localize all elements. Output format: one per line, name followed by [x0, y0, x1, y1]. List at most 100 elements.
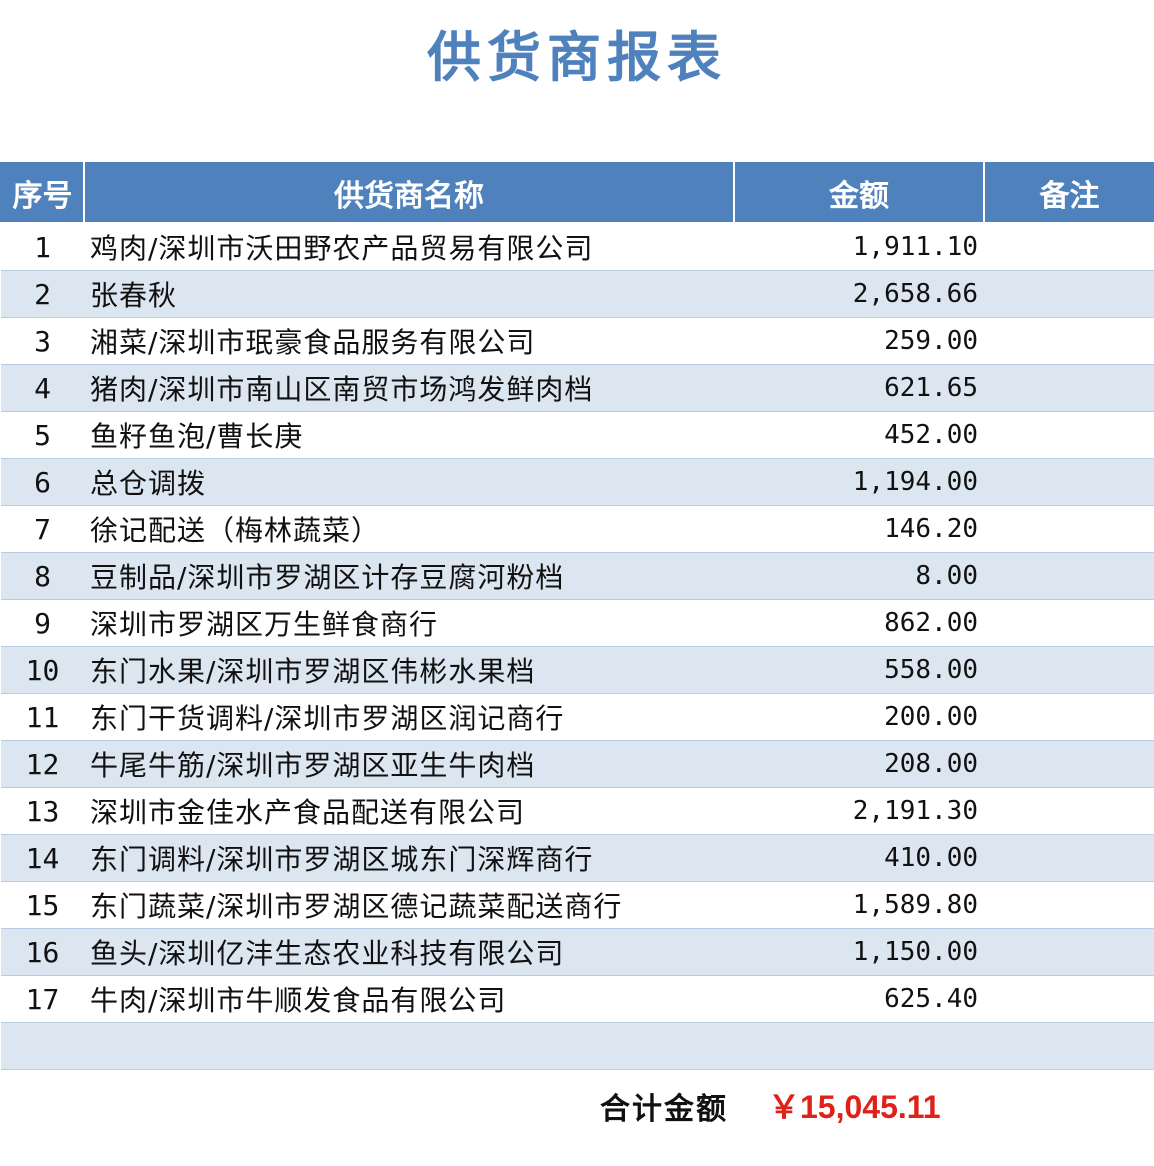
row-supplier-name: 东门蔬菜/深圳市罗湖区德记蔬菜配送商行 [84, 881, 734, 929]
row-index: 14 [1, 834, 84, 882]
table-row: 4 猪肉/深圳市南山区南贸市场鸿发鲜肉档 621.65 [1, 364, 1154, 412]
row-note [984, 317, 1154, 365]
header-supplier-name: 供货商名称 [83, 162, 735, 224]
table-row: 2 张春秋 2,658.66 [1, 270, 1154, 318]
table-row: 10 东门水果/深圳市罗湖区伟彬水果档 558.00 [1, 646, 1154, 694]
row-index: 8 [1, 552, 84, 600]
table-body: 1 鸡肉/深圳市沃田野农产品贸易有限公司 1,911.10 2 张春秋 2,658.66 3… [1, 222, 1154, 1070]
row-supplier-name: 深圳市罗湖区万生鲜食商行 [84, 599, 734, 647]
row-supplier-name: 鸡肉/深圳市沃田野农产品贸易有限公司 [84, 222, 734, 271]
row-supplier-name: 张春秋 [84, 270, 734, 318]
row-note [984, 505, 1154, 553]
row-supplier-name: 豆制品/深圳市罗湖区计存豆腐河粉档 [84, 552, 734, 600]
row-amount: 200.00 [734, 693, 984, 741]
row-supplier-name: 东门干货调料/深圳市罗湖区润记商行 [84, 693, 734, 741]
row-amount: 1,911.10 [734, 222, 984, 271]
row-supplier-name: 鱼头/深圳亿沣生态农业科技有限公司 [84, 928, 734, 976]
table-row: 15 东门蔬菜/深圳市罗湖区德记蔬菜配送商行 1,589.80 [1, 881, 1154, 929]
row-index: 4 [1, 364, 84, 412]
row-index: 2 [1, 270, 84, 318]
table-row: 13 深圳市金佳水产食品配送有限公司 2,191.30 [1, 787, 1154, 835]
row-note [984, 975, 1154, 1023]
table-row: 6 总仓调拨 1,194.00 [1, 458, 1154, 506]
row-index: 17 [1, 975, 84, 1023]
row-index: 11 [1, 693, 84, 741]
row-index: 12 [1, 740, 84, 788]
row-supplier-name: 深圳市金佳水产食品配送有限公司 [84, 787, 734, 835]
table-row: 14 东门调料/深圳市罗湖区城东门深辉商行 410.00 [1, 834, 1154, 882]
row-supplier-name: 徐记配送（梅林蔬菜） [84, 505, 734, 553]
row-note [984, 928, 1154, 976]
row-supplier-name: 猪肉/深圳市南山区南贸市场鸿发鲜肉档 [84, 364, 734, 412]
row-supplier-name: 牛尾牛筋/深圳市罗湖区亚生牛肉档 [84, 740, 734, 788]
report-title: 供货商报表 [427, 25, 727, 89]
row-note [984, 787, 1154, 835]
table-row: 11 东门干货调料/深圳市罗湖区润记商行 200.00 [1, 693, 1154, 741]
row-note [984, 693, 1154, 741]
table-row: 3 湘菜/深圳市珉豪食品服务有限公司 259.00 [1, 317, 1154, 365]
row-supplier-name: 总仓调拨 [84, 458, 734, 506]
row-supplier-name: 湘菜/深圳市珉豪食品服务有限公司 [84, 317, 734, 365]
row-index: 13 [1, 787, 84, 835]
row-amount: 2,191.30 [734, 787, 984, 835]
total-amount: ￥15,045.11 [768, 1089, 941, 1125]
row-supplier-name [84, 1022, 734, 1070]
row-index: 6 [1, 458, 84, 506]
row-index: 10 [1, 646, 84, 694]
header-row: 序号 供货商名称 金额 备注 [0, 162, 1154, 224]
table-row [1, 1022, 1154, 1070]
row-amount: 625.40 [734, 975, 984, 1023]
row-index: 16 [1, 928, 84, 976]
row-index: 3 [1, 317, 84, 365]
row-note [984, 1022, 1154, 1070]
row-note [984, 881, 1154, 929]
row-amount: 146.20 [734, 505, 984, 553]
total-row: 合计金额 ￥15,045.11 [0, 1078, 1154, 1130]
supplier-table: 序号 供货商名称 金额 备注 1 鸡肉/深圳市沃田野农产品贸易有限公司 1,911.… [0, 162, 1154, 1070]
table-row: 7 徐记配送（梅林蔬菜） 146.20 [1, 505, 1154, 553]
row-amount: 1,150.00 [734, 928, 984, 976]
table-row: 8 豆制品/深圳市罗湖区计存豆腐河粉档 8.00 [1, 552, 1154, 600]
row-amount: 558.00 [734, 646, 984, 694]
row-note [984, 834, 1154, 882]
header-amount: 金额 [733, 162, 985, 224]
row-supplier-name: 东门调料/深圳市罗湖区城东门深辉商行 [84, 834, 734, 882]
table-row: 5 鱼籽鱼泡/曹长庚 452.00 [1, 411, 1154, 459]
row-note [984, 458, 1154, 506]
row-note [984, 552, 1154, 600]
row-amount: 2,658.66 [734, 270, 984, 318]
row-amount: 410.00 [734, 834, 984, 882]
row-amount: 259.00 [734, 317, 984, 365]
row-note [984, 411, 1154, 459]
row-amount: 208.00 [734, 740, 984, 788]
row-index: 1 [1, 222, 84, 271]
header-index: 序号 [0, 162, 85, 224]
row-supplier-name: 东门水果/深圳市罗湖区伟彬水果档 [84, 646, 734, 694]
row-note [984, 222, 1154, 271]
row-note [984, 740, 1154, 788]
row-note [984, 646, 1154, 694]
header-note: 备注 [983, 162, 1154, 224]
row-amount: 452.00 [734, 411, 984, 459]
row-supplier-name: 牛肉/深圳市牛顺发食品有限公司 [84, 975, 734, 1023]
row-note [984, 364, 1154, 412]
row-index: 7 [1, 505, 84, 553]
row-note [984, 270, 1154, 318]
row-note [984, 599, 1154, 647]
total-label: 合计金额 [600, 1092, 728, 1127]
table-row: 17 牛肉/深圳市牛顺发食品有限公司 625.40 [1, 975, 1154, 1023]
table-row: 1 鸡肉/深圳市沃田野农产品贸易有限公司 1,911.10 [1, 222, 1154, 271]
row-amount: 862.00 [734, 599, 984, 647]
row-index: 9 [1, 599, 84, 647]
row-amount: 1,589.80 [734, 881, 984, 929]
row-amount: 1,194.00 [734, 458, 984, 506]
row-index: 5 [1, 411, 84, 459]
row-index: 15 [1, 881, 84, 929]
row-amount [734, 1022, 984, 1070]
row-amount: 621.65 [734, 364, 984, 412]
table-row: 12 牛尾牛筋/深圳市罗湖区亚生牛肉档 208.00 [1, 740, 1154, 788]
row-supplier-name: 鱼籽鱼泡/曹长庚 [84, 411, 734, 459]
table-row: 16 鱼头/深圳亿沣生态农业科技有限公司 1,150.00 [1, 928, 1154, 976]
table-row: 9 深圳市罗湖区万生鲜食商行 862.00 [1, 599, 1154, 647]
row-index [1, 1022, 84, 1070]
